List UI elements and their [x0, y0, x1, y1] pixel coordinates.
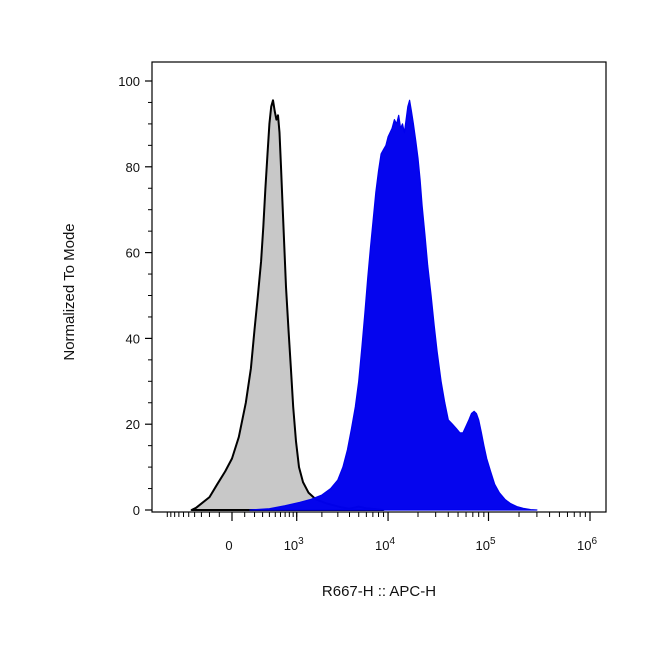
- y-tick-label: 60: [126, 246, 140, 261]
- y-tick-label: 100: [118, 74, 140, 89]
- x-axis-title: R667-H :: APC-H: [322, 583, 436, 600]
- x-axis: 0 103 104 105 106: [166, 512, 597, 553]
- x-tick-label: 106: [577, 536, 597, 553]
- x-tick-label: 103: [284, 536, 304, 553]
- y-tick-label: 20: [126, 417, 140, 432]
- series-layer: [190, 99, 538, 511]
- histogram-series-2: [249, 99, 538, 511]
- x-tick-label: 104: [375, 536, 395, 553]
- y-tick-label: 0: [133, 503, 140, 518]
- y-tick-label: 80: [126, 160, 140, 175]
- x-tick-label: 105: [475, 536, 495, 553]
- y-tick-label: 40: [126, 331, 140, 346]
- x-tick-label: 0: [225, 538, 232, 553]
- y-axis-title: Normalized To Mode: [61, 223, 78, 360]
- y-axis: 0 20 40 60 80 100: [118, 74, 152, 518]
